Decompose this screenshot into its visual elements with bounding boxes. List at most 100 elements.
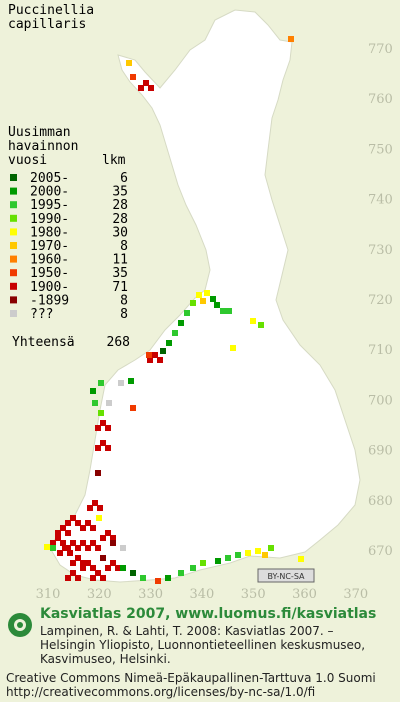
observation	[138, 85, 144, 91]
observation	[262, 552, 268, 558]
legend-swatch	[10, 255, 17, 263]
legend-header: vuosi	[8, 153, 47, 168]
legend-count: 11	[112, 253, 128, 268]
observation	[143, 80, 149, 86]
observation	[250, 318, 256, 324]
observation	[146, 352, 152, 358]
observation	[100, 575, 106, 581]
observation	[106, 400, 112, 406]
observation	[96, 515, 102, 521]
footer-heading: Kasviatlas 2007, www.luomus.fi/kasviatla…	[40, 606, 376, 622]
observation	[80, 540, 86, 546]
observation	[190, 300, 196, 306]
observation	[172, 330, 178, 336]
observation	[70, 515, 76, 521]
legend-label: -1899	[30, 293, 69, 308]
observation	[80, 565, 86, 571]
legend: 2005- 6 2000- 35 1995- 28 1990- 28 1980- 30 1970- 8…	[10, 171, 130, 350]
legend-count: 35	[112, 185, 128, 200]
observation	[87, 505, 93, 511]
observation	[92, 500, 98, 506]
observation	[196, 292, 202, 298]
observation	[184, 310, 190, 316]
observation	[92, 400, 98, 406]
observation-squares	[44, 36, 304, 584]
x-grid-label: 350	[241, 587, 266, 602]
observation	[235, 552, 241, 558]
legend-count: 30	[112, 225, 128, 240]
legend-label: 1995-	[30, 198, 69, 213]
citation: Helsingin Yliopisto, Luonnontieteellinen…	[40, 638, 365, 652]
observation	[85, 545, 91, 551]
legend-label: 2000-	[30, 185, 69, 200]
legend-count: 8	[120, 293, 128, 308]
observation	[60, 540, 66, 546]
observation	[65, 520, 71, 526]
y-grid-label: 770	[368, 42, 393, 57]
observation	[200, 560, 206, 566]
observation	[126, 60, 132, 66]
observation	[65, 530, 71, 536]
legend-label: ???	[30, 307, 53, 322]
observation	[70, 540, 76, 546]
legend-label: 1990-	[30, 212, 69, 227]
observation	[118, 380, 124, 386]
logo	[8, 613, 32, 637]
observation	[166, 340, 172, 346]
observation	[155, 578, 161, 584]
total-label: Yhteensä	[12, 335, 75, 350]
observation	[90, 388, 96, 394]
legend-header: havainnon	[8, 139, 78, 154]
observation	[160, 348, 166, 354]
observation	[75, 555, 81, 561]
observation	[80, 560, 86, 566]
observation	[50, 540, 56, 546]
observation	[298, 556, 304, 562]
citation: Kasvimuseo, Helsinki.	[40, 652, 171, 666]
observation	[190, 565, 196, 571]
observation	[98, 380, 104, 386]
observation	[95, 470, 101, 476]
grid-labels: 310 320 330 340 350 360 370 670 680 690 700 710 720 7…	[36, 42, 393, 602]
observation	[147, 357, 153, 363]
observation	[100, 555, 106, 561]
observation	[120, 565, 126, 571]
legend-count: 8	[120, 307, 128, 322]
observation	[95, 445, 101, 451]
observation	[90, 575, 96, 581]
observation	[90, 565, 96, 571]
observation	[128, 378, 134, 384]
observation	[75, 575, 81, 581]
observation	[44, 544, 50, 550]
y-grid-label: 720	[368, 293, 393, 308]
legend-count: 28	[112, 198, 128, 213]
observation	[57, 550, 63, 556]
legend-count: 71	[112, 280, 128, 295]
legend-swatch	[10, 282, 17, 290]
observation	[100, 440, 106, 446]
observation	[75, 520, 81, 526]
legend-label: 2005-	[30, 171, 69, 186]
observation	[95, 425, 101, 431]
legend-label: 1900-	[30, 280, 69, 295]
observation	[50, 545, 56, 551]
legend-swatch	[10, 174, 17, 181]
observation	[55, 530, 61, 536]
observation	[214, 302, 220, 308]
observation	[258, 322, 264, 328]
legend-swatch	[10, 310, 17, 317]
observation	[65, 575, 71, 581]
observation	[105, 565, 111, 571]
legend-count: 28	[112, 212, 128, 227]
observation	[70, 560, 76, 566]
total-count: 268	[107, 335, 130, 350]
legend-header: lkm	[102, 153, 126, 168]
observation	[245, 550, 251, 556]
y-grid-label: 760	[368, 92, 393, 107]
observation	[288, 36, 294, 42]
x-grid-label: 330	[138, 587, 163, 602]
observation	[215, 558, 221, 564]
observation	[98, 410, 104, 416]
x-grid-label: 340	[189, 587, 214, 602]
y-grid-label: 700	[368, 393, 393, 408]
